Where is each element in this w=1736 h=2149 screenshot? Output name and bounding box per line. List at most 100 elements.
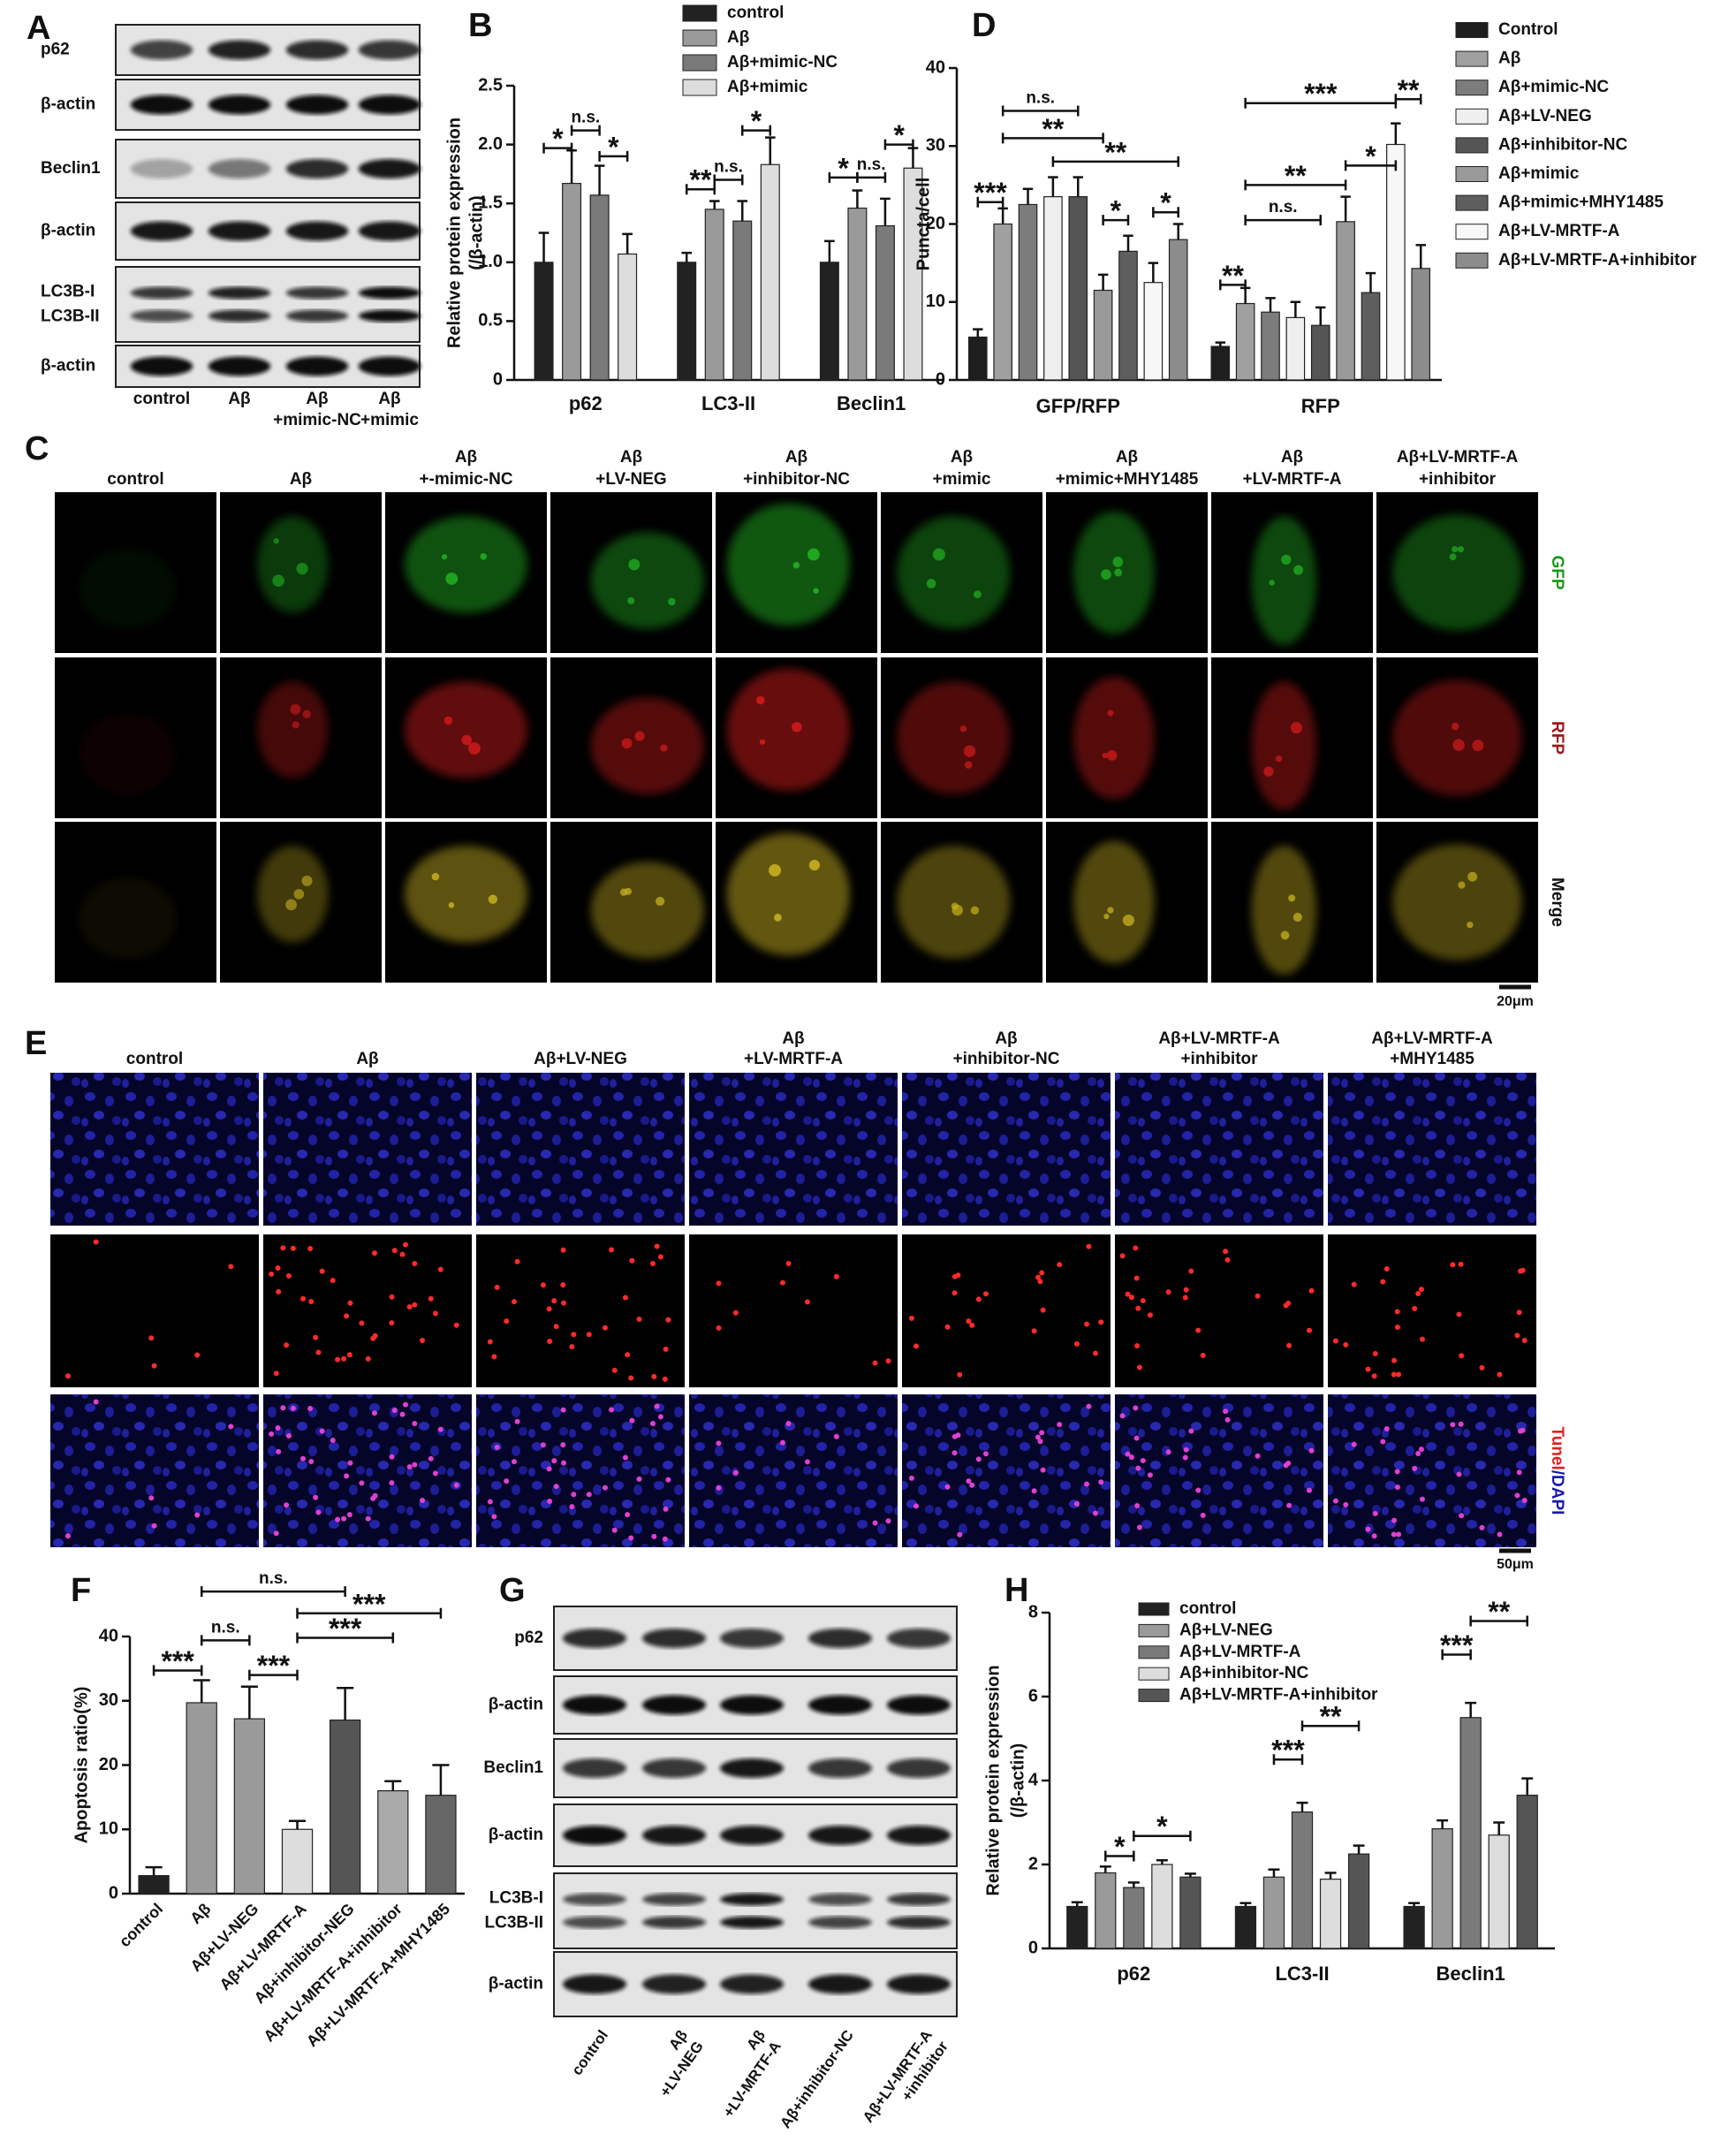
- tunel-spot: [1073, 1500, 1080, 1507]
- blot-band: [563, 1629, 626, 1648]
- x-tick-label: Aβ: [186, 1900, 214, 1927]
- column-label: +-mimic-NC: [419, 470, 512, 489]
- puncta: [926, 579, 936, 589]
- error-bar: [193, 1679, 210, 1703]
- column-label: Aβ: [620, 448, 642, 467]
- x-tick-label: p62: [569, 392, 603, 414]
- tunel-spot: [151, 1363, 157, 1369]
- legend-swatch: [1455, 108, 1489, 125]
- tunel-spot: [1391, 1531, 1397, 1538]
- blot-row-label: LC3B-I: [489, 1889, 543, 1908]
- legend-label: control: [727, 4, 784, 22]
- tunel-spot: [1351, 1441, 1357, 1447]
- blot-band: [563, 1826, 626, 1845]
- tunel-spot: [551, 1298, 557, 1304]
- puncta: [441, 553, 448, 560]
- significance-bracket: [1219, 279, 1247, 291]
- bar: [1043, 196, 1063, 381]
- tunel-spot: [951, 1290, 958, 1296]
- tunel-spot: [569, 1344, 575, 1350]
- cell: [726, 832, 850, 956]
- panel-letter: G: [499, 1572, 526, 1609]
- error-bar: [1123, 234, 1133, 252]
- significance-bracket: [1104, 1850, 1135, 1862]
- bar: [1123, 1887, 1145, 1949]
- tunel-spot: [560, 1442, 566, 1448]
- tunel-spot: [546, 1306, 552, 1312]
- scale-bar-label: 20μm: [1497, 994, 1534, 1009]
- tunel-spot: [1343, 1501, 1349, 1507]
- tunel-spot: [194, 1352, 201, 1358]
- column-label: +LV-NEG: [595, 470, 666, 489]
- tunel-spot: [1459, 1353, 1465, 1359]
- significance-bracket: [598, 150, 629, 162]
- y-tick-label: 20: [99, 1755, 118, 1774]
- column-label: Aβ: [995, 1029, 1017, 1048]
- cell: [726, 503, 850, 626]
- bar: [1168, 239, 1188, 381]
- significance-bracket: [856, 171, 887, 183]
- tunel-spot: [151, 1523, 157, 1529]
- tunel-spot: [313, 1494, 319, 1500]
- blot-band: [285, 95, 349, 115]
- puncta: [1290, 722, 1303, 734]
- tunel-spot: [269, 1271, 275, 1277]
- tunel-spot: [1419, 1336, 1425, 1342]
- micrograph-tile: [1328, 1394, 1536, 1547]
- tunel-spot: [64, 1373, 71, 1379]
- tunel-spot: [553, 1484, 559, 1490]
- tunel-spot: [1371, 1373, 1377, 1379]
- lane-label: Aβ: [228, 390, 250, 408]
- bar: [1179, 1876, 1202, 1949]
- column-label: Aβ+LV-NEG: [534, 1050, 627, 1068]
- bar: [967, 336, 988, 381]
- blot-band: [208, 40, 271, 60]
- tunel-spot: [1136, 1524, 1142, 1530]
- significance-bracket: [1469, 1615, 1528, 1627]
- legend-swatch: [1455, 50, 1489, 67]
- tunel-spot: [1372, 1350, 1378, 1356]
- error-bar: [737, 200, 748, 222]
- tunel-spot: [649, 1421, 656, 1427]
- bar: [1234, 1905, 1257, 1949]
- tunel-spot: [1516, 1469, 1522, 1476]
- y-tick-label: 0: [1028, 1938, 1038, 1957]
- y-axis-label: (/β-actin): [1008, 1743, 1027, 1818]
- tunel-spot: [1306, 1327, 1312, 1333]
- bar: [138, 1875, 170, 1895]
- tunel-spot: [547, 1339, 553, 1345]
- bar: [732, 220, 753, 381]
- cell: [257, 846, 329, 943]
- micrograph-tile: [1328, 1073, 1536, 1226]
- significance-label: n.s.: [1026, 89, 1055, 108]
- cell: [1073, 511, 1155, 634]
- tunel-spot: [412, 1302, 418, 1308]
- blot-band: [208, 221, 271, 241]
- tunel-spot: [1134, 1342, 1141, 1348]
- blot-band: [130, 309, 193, 323]
- blot-band: [642, 1826, 706, 1845]
- micrograph-tile: [689, 1394, 898, 1547]
- blot-band: [285, 221, 349, 241]
- tunel-spot: [885, 1518, 891, 1524]
- panel-letter: E: [25, 1025, 47, 1062]
- tunel-spot: [540, 1442, 546, 1448]
- tunel-spot: [412, 1462, 418, 1468]
- tunel-spot: [1133, 1435, 1140, 1441]
- blot-band: [720, 1629, 784, 1648]
- bar: [993, 223, 1012, 381]
- error-bar: [622, 232, 633, 254]
- tunel-spot: [148, 1495, 155, 1501]
- column-label: Aβ: [356, 1050, 378, 1068]
- tunel-spot: [1188, 1268, 1194, 1274]
- blot-band: [720, 1826, 784, 1845]
- puncta: [480, 553, 488, 560]
- error-bar: [594, 164, 605, 195]
- row-label: RFP: [1548, 721, 1566, 755]
- tunel-spot: [228, 1264, 234, 1270]
- tunel-spot: [1415, 1450, 1421, 1456]
- legend-label: Aβ+LV-MRTF-A: [1179, 1643, 1301, 1661]
- tunel-spot: [1365, 1526, 1371, 1532]
- blot-band: [130, 40, 193, 60]
- blot-band: [130, 159, 193, 178]
